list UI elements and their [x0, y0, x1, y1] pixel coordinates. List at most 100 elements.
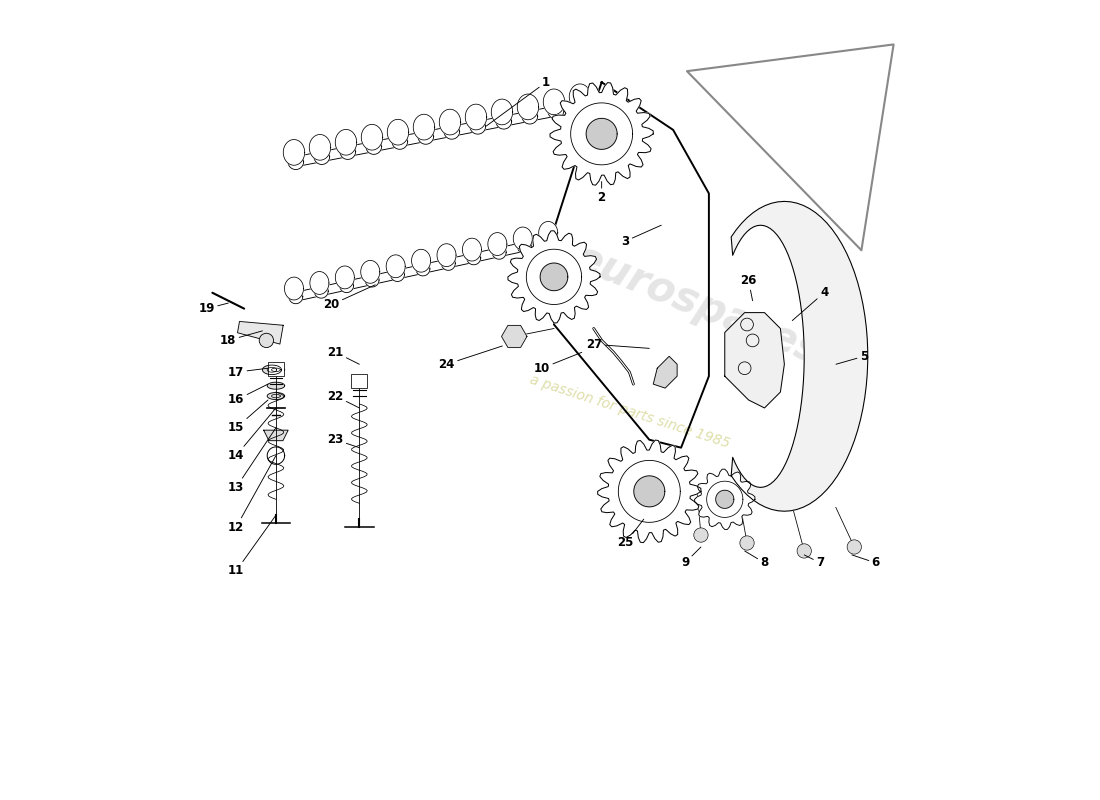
Polygon shape — [387, 119, 409, 145]
Bar — [268, 362, 284, 376]
Polygon shape — [508, 230, 601, 323]
Text: 13: 13 — [228, 428, 276, 494]
Polygon shape — [267, 382, 285, 389]
Polygon shape — [539, 222, 558, 244]
Polygon shape — [263, 365, 282, 374]
Polygon shape — [492, 99, 513, 125]
Polygon shape — [462, 238, 482, 261]
Polygon shape — [521, 108, 538, 124]
Polygon shape — [439, 110, 461, 135]
Polygon shape — [517, 94, 539, 120]
Polygon shape — [437, 244, 456, 266]
Text: 16: 16 — [228, 384, 268, 406]
Polygon shape — [336, 130, 356, 155]
Circle shape — [798, 544, 812, 558]
Text: eurospares: eurospares — [568, 236, 827, 374]
Polygon shape — [267, 447, 285, 464]
Text: 3: 3 — [621, 226, 661, 248]
Text: 22: 22 — [328, 390, 360, 408]
Polygon shape — [441, 256, 455, 270]
Polygon shape — [284, 139, 305, 166]
Polygon shape — [361, 124, 383, 150]
Polygon shape — [314, 149, 330, 165]
Polygon shape — [336, 266, 354, 289]
Polygon shape — [518, 240, 531, 254]
Polygon shape — [550, 82, 653, 185]
Polygon shape — [540, 263, 568, 290]
Text: 11: 11 — [228, 515, 276, 578]
Text: 5: 5 — [836, 350, 868, 364]
Polygon shape — [716, 490, 734, 508]
Polygon shape — [570, 84, 591, 110]
Polygon shape — [295, 237, 551, 301]
Polygon shape — [315, 284, 328, 298]
Text: 21: 21 — [328, 346, 360, 364]
Polygon shape — [390, 267, 405, 282]
Polygon shape — [392, 134, 408, 150]
Circle shape — [740, 536, 755, 550]
Text: 8: 8 — [745, 551, 769, 570]
Text: 23: 23 — [328, 434, 360, 448]
Text: 26: 26 — [740, 274, 757, 301]
Polygon shape — [295, 101, 583, 166]
Text: 6: 6 — [851, 555, 880, 570]
Text: 15: 15 — [228, 400, 268, 434]
Polygon shape — [543, 234, 557, 248]
Polygon shape — [310, 271, 329, 294]
Text: 27: 27 — [586, 338, 649, 351]
Polygon shape — [634, 476, 664, 507]
Text: 1: 1 — [486, 76, 550, 126]
Polygon shape — [543, 89, 564, 114]
Polygon shape — [386, 255, 405, 278]
Polygon shape — [725, 313, 784, 408]
Text: 24: 24 — [439, 346, 503, 370]
Circle shape — [847, 540, 861, 554]
Polygon shape — [444, 123, 460, 139]
Polygon shape — [653, 356, 678, 388]
Text: 12: 12 — [228, 456, 276, 534]
Polygon shape — [496, 114, 512, 129]
Polygon shape — [264, 430, 288, 441]
Polygon shape — [411, 250, 430, 272]
Text: 14: 14 — [228, 408, 276, 462]
Polygon shape — [732, 202, 868, 511]
Polygon shape — [289, 290, 302, 304]
Polygon shape — [238, 322, 283, 344]
Polygon shape — [694, 469, 755, 530]
Polygon shape — [288, 154, 304, 170]
Text: 18: 18 — [220, 331, 263, 347]
Polygon shape — [492, 246, 506, 259]
Polygon shape — [574, 98, 590, 114]
Polygon shape — [586, 118, 617, 150]
Polygon shape — [465, 104, 486, 130]
Text: 4: 4 — [792, 286, 828, 321]
Polygon shape — [366, 138, 382, 154]
Polygon shape — [488, 233, 507, 255]
Text: 2: 2 — [597, 182, 606, 204]
Polygon shape — [267, 393, 285, 399]
Polygon shape — [514, 227, 532, 250]
Text: 25: 25 — [617, 519, 643, 550]
Polygon shape — [466, 251, 481, 265]
Polygon shape — [470, 118, 485, 134]
Polygon shape — [414, 114, 435, 140]
Polygon shape — [418, 129, 433, 144]
Circle shape — [694, 528, 708, 542]
Polygon shape — [502, 326, 527, 347]
Text: a passion for parts since 1985: a passion for parts since 1985 — [528, 373, 732, 451]
Text: 9: 9 — [681, 547, 701, 570]
Polygon shape — [340, 144, 355, 159]
Polygon shape — [285, 277, 304, 300]
Polygon shape — [416, 262, 430, 276]
Text: 7: 7 — [804, 555, 824, 570]
Bar — [351, 374, 367, 388]
Polygon shape — [597, 440, 701, 542]
Text: 20: 20 — [323, 285, 375, 311]
Text: 10: 10 — [534, 352, 582, 374]
Circle shape — [837, 349, 851, 363]
Polygon shape — [267, 366, 285, 374]
Polygon shape — [361, 261, 379, 283]
Polygon shape — [340, 278, 353, 293]
Text: 17: 17 — [228, 366, 268, 378]
Polygon shape — [309, 134, 331, 160]
